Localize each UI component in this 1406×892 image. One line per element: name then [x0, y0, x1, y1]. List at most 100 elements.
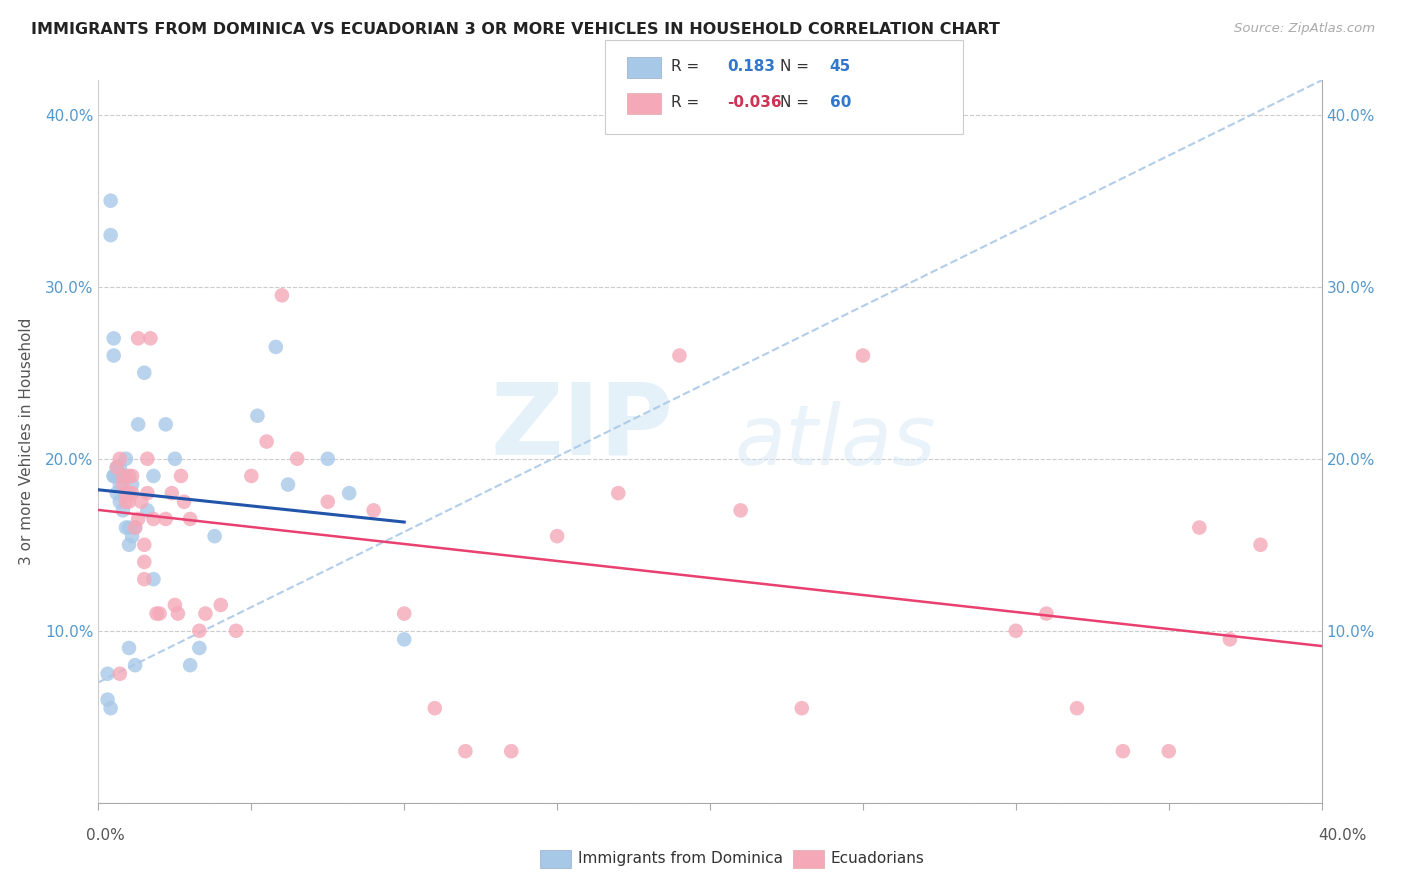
Point: [188, 640, 211, 655]
Point: [1219, 632, 1241, 647]
Point: [124, 658, 146, 673]
Point: [103, 349, 125, 363]
Point: [204, 529, 226, 543]
Point: [142, 469, 165, 483]
Text: 60: 60: [830, 95, 851, 110]
Text: -0.036: -0.036: [727, 95, 782, 110]
Point: [108, 460, 131, 475]
Point: [108, 477, 131, 491]
Point: [129, 494, 152, 508]
Point: [363, 503, 385, 517]
Point: [163, 451, 186, 466]
Point: [225, 624, 247, 638]
Text: Source: ZipAtlas.com: Source: ZipAtlas.com: [1234, 22, 1375, 36]
Text: 40.0%: 40.0%: [1319, 828, 1367, 843]
Point: [118, 640, 141, 655]
Text: IMMIGRANTS FROM DOMINICA VS ECUADORIAN 3 OR MORE VEHICLES IN HOUSEHOLD CORRELATI: IMMIGRANTS FROM DOMINICA VS ECUADORIAN 3…: [31, 22, 1000, 37]
Point: [103, 469, 125, 483]
Point: [134, 538, 156, 552]
Point: [668, 349, 690, 363]
Point: [136, 451, 159, 466]
Text: 0.183: 0.183: [727, 59, 775, 74]
Text: N =: N =: [780, 95, 810, 110]
Point: [1035, 607, 1057, 621]
Text: ZIP: ZIP: [491, 378, 673, 475]
Text: R =: R =: [671, 59, 699, 74]
Point: [111, 469, 134, 483]
Point: [134, 572, 156, 586]
Point: [179, 512, 201, 526]
Point: [115, 494, 138, 508]
Point: [277, 477, 299, 491]
Point: [121, 486, 143, 500]
Point: [316, 494, 339, 508]
Point: [105, 486, 128, 500]
Point: [136, 503, 159, 517]
Point: [285, 451, 308, 466]
Point: [194, 607, 217, 621]
Point: [142, 572, 165, 586]
Point: [1112, 744, 1135, 758]
Point: [103, 469, 125, 483]
Point: [118, 494, 141, 508]
Point: [124, 520, 146, 534]
Point: [607, 486, 630, 500]
Point: [127, 331, 149, 345]
Point: [115, 451, 138, 466]
Point: [240, 469, 263, 483]
Point: [115, 469, 138, 483]
Point: [155, 417, 177, 432]
Point: [108, 666, 131, 681]
Point: [145, 607, 167, 621]
Point: [392, 607, 416, 621]
Text: atlas: atlas: [734, 401, 936, 482]
Point: [270, 288, 292, 302]
Point: [1157, 744, 1180, 758]
Text: N =: N =: [780, 59, 810, 74]
Point: [118, 469, 141, 483]
Y-axis label: 3 or more Vehicles in Household: 3 or more Vehicles in Household: [18, 318, 34, 566]
Point: [256, 434, 278, 449]
Point: [392, 632, 416, 647]
Point: [121, 477, 143, 491]
Point: [111, 503, 134, 517]
Point: [790, 701, 813, 715]
Point: [730, 503, 752, 517]
Point: [118, 520, 141, 534]
Point: [97, 692, 120, 706]
Point: [246, 409, 269, 423]
Point: [108, 451, 131, 466]
Text: Immigrants from Dominica: Immigrants from Dominica: [578, 851, 783, 866]
Point: [121, 469, 143, 483]
Point: [1066, 701, 1088, 715]
Point: [188, 624, 211, 638]
Point: [134, 366, 156, 380]
Point: [105, 460, 128, 475]
Point: [118, 538, 141, 552]
Point: [454, 744, 477, 758]
Point: [316, 451, 339, 466]
Text: R =: R =: [671, 95, 699, 110]
Point: [264, 340, 287, 354]
Point: [111, 469, 134, 483]
Point: [134, 555, 156, 569]
Point: [100, 194, 122, 208]
Point: [1249, 538, 1271, 552]
Point: [1188, 520, 1211, 534]
Point: [1004, 624, 1026, 638]
Point: [163, 598, 186, 612]
Text: 45: 45: [830, 59, 851, 74]
Point: [546, 529, 568, 543]
Point: [209, 598, 232, 612]
Point: [127, 512, 149, 526]
Point: [142, 512, 165, 526]
Point: [111, 469, 134, 483]
Text: Ecuadorians: Ecuadorians: [831, 851, 925, 866]
Point: [139, 331, 162, 345]
Point: [100, 701, 122, 715]
Point: [160, 486, 183, 500]
Point: [423, 701, 446, 715]
Point: [167, 607, 190, 621]
Point: [136, 486, 159, 500]
Point: [105, 469, 128, 483]
